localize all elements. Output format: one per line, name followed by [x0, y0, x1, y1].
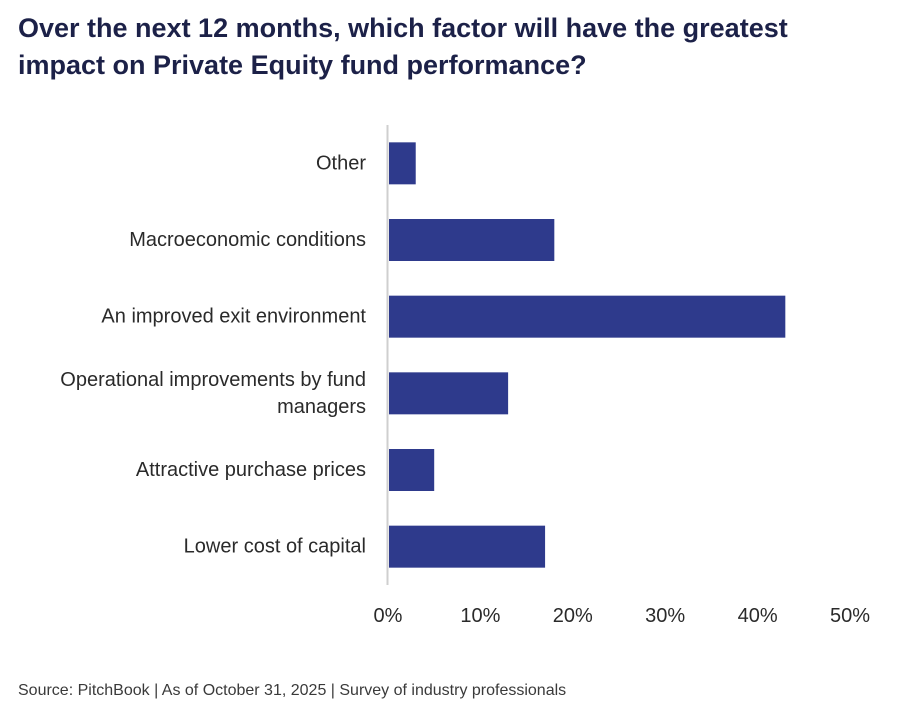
category-label-attractive-purchase-prices: Attractive purchase prices — [136, 459, 366, 481]
category-label-operational-improvements-by-fund-managers-line-1: Operational improvements by fund — [60, 369, 366, 391]
x-tick-label-50: 50% — [830, 605, 870, 627]
x-tick-label-10: 10% — [460, 605, 500, 627]
category-labels: Other Macroeconomic conditions An improved… — [60, 152, 366, 557]
bar-attractive-purchase-prices — [389, 449, 435, 491]
bar-operational-improvements-by-fund-managers — [389, 372, 509, 415]
x-tick-labels: 0% 10% 20% 30% 40% 50% — [374, 605, 871, 627]
x-tick-label-30: 30% — [645, 605, 685, 627]
category-label-macroeconomic-conditions: Macroeconomic conditions — [129, 229, 366, 251]
source-note: Source: PitchBook | As of October 31, 20… — [18, 682, 567, 699]
bar-other — [389, 142, 416, 185]
bar-an-improved-exit-environment — [389, 295, 786, 338]
bars-group — [389, 142, 786, 568]
x-tick-label-0: 0% — [374, 605, 403, 627]
chart-title: Over the next 12 months, which factor wi… — [18, 13, 788, 80]
x-tick-label-20: 20% — [553, 605, 593, 627]
category-label-lower-cost-of-capital: Lower cost of capital — [184, 536, 366, 558]
x-tick-label-40: 40% — [738, 605, 778, 627]
category-label-operational-improvements-by-fund-managers-line-2: managers — [277, 396, 366, 418]
category-label-an-improved-exit-environment: An improved exit environment — [101, 306, 366, 328]
category-label-other: Other — [316, 152, 366, 174]
bar-lower-cost-of-capital — [389, 525, 546, 568]
bar-macroeconomic-conditions — [389, 219, 555, 261]
